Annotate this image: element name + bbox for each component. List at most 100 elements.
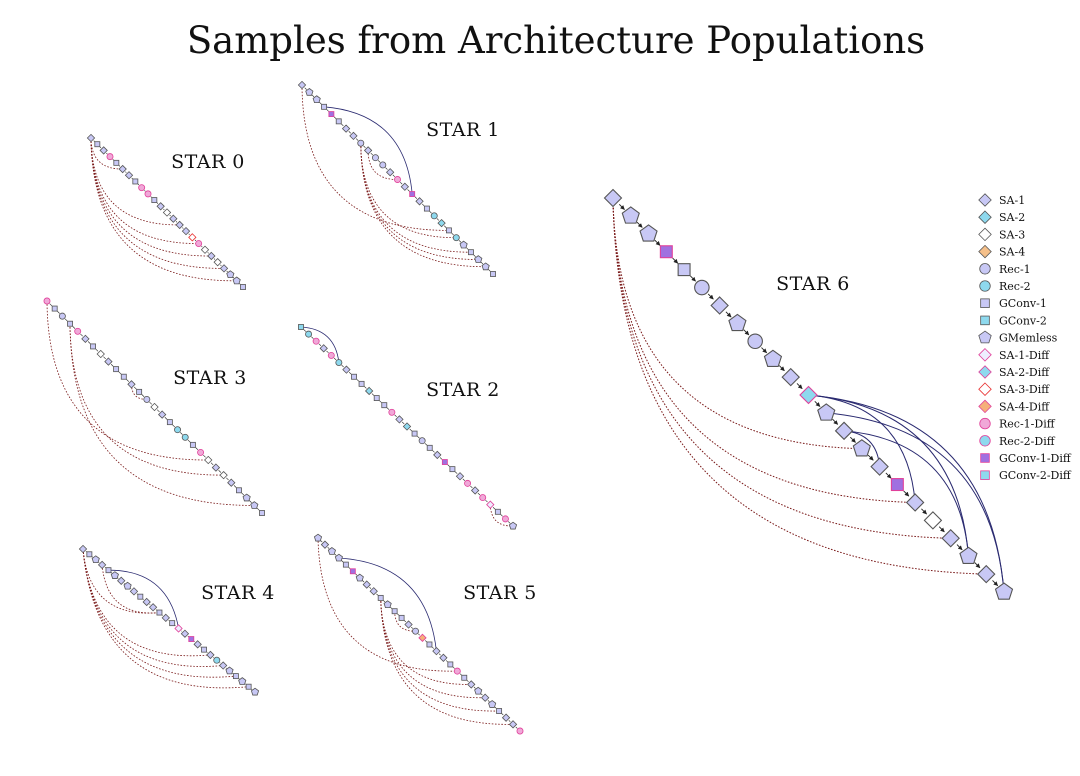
node-gconv-1: [381, 402, 388, 409]
chain-edge: [956, 544, 963, 551]
chain-edge: [462, 478, 466, 481]
chain-edge: [311, 336, 314, 339]
chain-edge: [707, 293, 714, 300]
legend-marker-sa-4-diff: [978, 399, 992, 414]
node-gconv-1: [391, 608, 398, 615]
chain-edge: [182, 227, 184, 229]
node-gmemless: [334, 553, 343, 562]
chain-edge: [72, 326, 76, 329]
chain-edge: [390, 606, 393, 609]
node-gconv-1: [94, 141, 101, 148]
node-gconv-1: [90, 343, 96, 350]
node-gconv-1: [426, 641, 433, 648]
node-sa-1: [142, 597, 151, 607]
legend-label: SA-4-Diff: [999, 400, 1050, 413]
node-sa-3: [96, 349, 105, 359]
node-sa-1: [395, 415, 404, 424]
skip-connection-dotted: [612, 197, 987, 577]
legend-label: SA-4: [999, 246, 1025, 259]
node-sa-1: [193, 640, 202, 649]
chain-edge: [778, 365, 785, 372]
legend-label: SA-3-Diff: [999, 383, 1050, 396]
node-gconv-1: [169, 620, 176, 627]
node-rec-2: [335, 359, 343, 366]
node-gconv-1: [136, 388, 143, 395]
node-sa-3: [204, 455, 213, 465]
node-sa-1: [369, 587, 378, 596]
chain-edge: [690, 275, 696, 282]
chain-edge: [175, 221, 178, 223]
node-gconv-1: [151, 197, 158, 204]
legend-marker-gconv-2: [980, 315, 990, 326]
legend-item-rec-1-diff: Rec-1-Diff: [979, 418, 1056, 431]
chain-edge: [425, 640, 427, 643]
figure-title: Samples from Architecture Populations: [187, 19, 925, 62]
node-gconv-1-diff: [349, 568, 356, 575]
chain-edge: [379, 400, 382, 403]
legend-item-sa-3: SA-3: [978, 227, 1025, 241]
chain-edge: [417, 435, 420, 439]
node-gmemless: [232, 276, 241, 285]
node-sa-1: [834, 421, 854, 441]
chain-edge: [334, 553, 337, 556]
chain-edge: [796, 383, 803, 389]
node-gconv-1: [132, 178, 139, 185]
node-sa-1: [227, 478, 236, 487]
node-sa-1: [433, 450, 442, 460]
legend-label: GMemless: [999, 332, 1058, 345]
legend-item-gconv-2: GConv-2: [980, 314, 1047, 327]
node-gmemless: [481, 262, 490, 271]
node-gmemless: [238, 677, 247, 685]
chain-edge: [392, 174, 396, 178]
chain-edge: [429, 211, 432, 214]
chain-edge: [356, 379, 360, 382]
legend-item-sa-3-diff: SA-3-Diff: [978, 382, 1050, 396]
chain-edge: [311, 94, 315, 98]
chain-edge: [49, 303, 53, 307]
node-sa-1: [206, 650, 215, 660]
chain-edge: [355, 573, 358, 576]
node-sa-1: [81, 334, 90, 344]
skip-connection-dotted: [301, 84, 449, 231]
chain-edge: [371, 393, 375, 396]
node-gconv-1-diff: [409, 191, 416, 197]
node-gconv-1: [449, 466, 456, 473]
node-gconv-1: [105, 567, 112, 574]
node-rec-1-diff: [501, 515, 509, 523]
chain-edge: [447, 464, 450, 467]
chain-edge: [210, 462, 214, 466]
star-graph-4: STAR 4: [78, 544, 274, 696]
skip-connection-dotted: [90, 137, 225, 269]
chain-edge: [436, 218, 440, 221]
node-gconv-1: [321, 103, 327, 110]
node-gconv-1: [120, 373, 127, 380]
node-gconv-1: [236, 487, 242, 494]
chain-edge: [832, 418, 839, 425]
skip-connection-dotted: [101, 564, 160, 614]
node-rec-1-diff: [197, 448, 205, 456]
node-sa-1: [976, 564, 996, 584]
node-rec-1: [418, 437, 426, 445]
chain-edge: [195, 447, 199, 450]
node-sa-1: [124, 171, 134, 180]
node-rec-1-diff: [144, 190, 152, 198]
node-gmemless: [312, 95, 321, 103]
skip-connection-dotted: [360, 143, 457, 239]
chain-edge: [187, 439, 191, 443]
node-gconv-1: [426, 444, 433, 451]
chain-edge: [438, 653, 441, 656]
chain-edge: [885, 472, 892, 479]
node-gconv-1: [232, 673, 239, 680]
legend-item-sa-4-diff: SA-4-Diff: [978, 399, 1050, 414]
node-sa-1: [99, 146, 108, 155]
chain-edge: [232, 277, 235, 279]
node-sa-1: [363, 146, 373, 155]
chain-edge: [473, 254, 476, 258]
node-sa-1: [169, 214, 178, 223]
node-sa-1-diff: [174, 624, 183, 633]
chain-edge: [188, 233, 190, 235]
chain-edge: [480, 261, 484, 265]
node-gmemless: [110, 571, 119, 579]
node-gconv-1: [189, 441, 196, 448]
node-sa-1: [297, 80, 307, 90]
